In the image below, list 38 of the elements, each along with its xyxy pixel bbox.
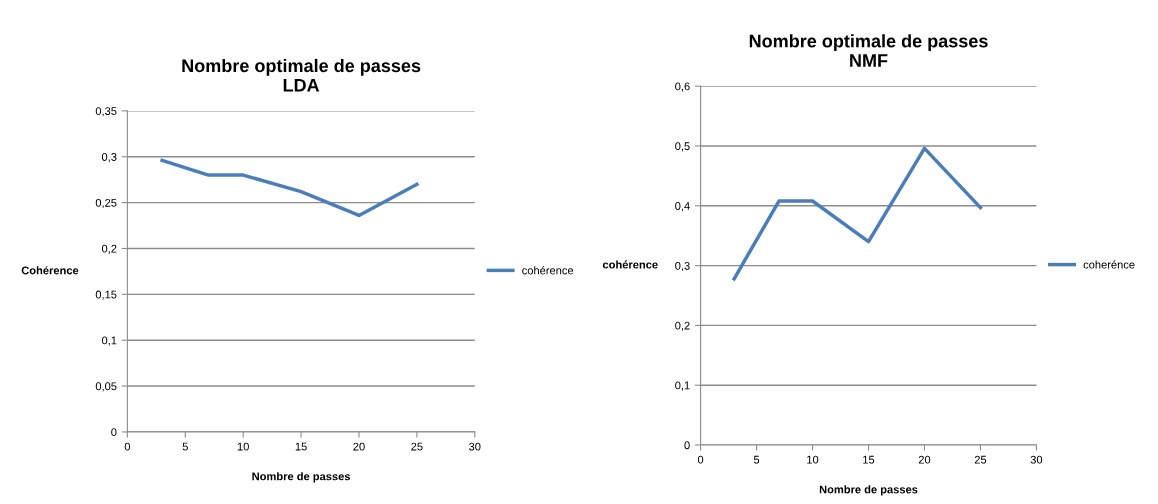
y-tick-label: 0,1 [675, 381, 690, 391]
y-tick-label: 0,5 [675, 142, 690, 152]
y-tick-label: 0,3 [101, 153, 117, 163]
x-tick-label: 0 [124, 442, 131, 451]
line-series [160, 158, 419, 218]
x-axis-title: Nombre de passes [819, 485, 918, 496]
line-series [732, 146, 983, 281]
x-tick-label: 20 [353, 442, 365, 451]
x-tick-label: 10 [237, 442, 249, 451]
x-tick-label: 0 [697, 455, 704, 464]
y-tick-label: 0,05 [95, 382, 117, 392]
y-tick-label: 0 [111, 428, 117, 437]
x-tick-label: 25 [974, 455, 987, 464]
x-tick-label: 15 [863, 455, 875, 464]
chart-title: Nombre optimale de passes LDA [182, 58, 421, 92]
y-tick-label: 0,2 [675, 321, 690, 331]
x-tick-label: 5 [182, 442, 188, 451]
x-tick-label: 15 [295, 442, 307, 451]
x-tick-label: 5 [753, 455, 760, 464]
x-tick-label: 25 [411, 442, 423, 451]
x-tick-label: 10 [807, 455, 819, 464]
y-tick-label: 0,2 [101, 244, 117, 254]
x-tick-label: 30 [1030, 455, 1043, 464]
y-tick-label: 0,35 [95, 107, 117, 117]
x-axis-title: Nombre de passes [252, 472, 351, 483]
legend-label: cohérence [522, 266, 574, 275]
y-tick-label: 0,4 [675, 202, 690, 212]
y-axis-title: cohérence [602, 260, 658, 269]
y-axis-title: Cohérence [21, 266, 79, 275]
y-tick-label: 0,15 [95, 290, 117, 300]
chart-title: Nombre optimale de passes NMF [749, 34, 988, 67]
y-tick-label: 0,25 [95, 198, 117, 209]
y-tick-label: 0,1 [101, 336, 117, 346]
y-tick-label: 0,3 [675, 261, 690, 272]
y-tick-label: 0,6 [675, 82, 690, 92]
x-tick-label: 30 [469, 442, 481, 451]
x-tick-label: 20 [918, 455, 931, 464]
legend-label: coherénce [1083, 260, 1135, 269]
